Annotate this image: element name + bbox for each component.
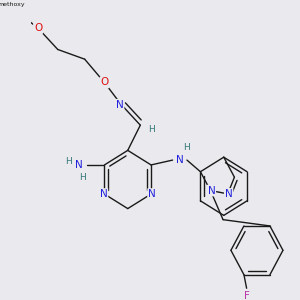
Text: H: H — [80, 173, 86, 182]
Text: H: H — [65, 157, 72, 166]
Text: H: H — [184, 143, 190, 152]
Text: N: N — [116, 100, 124, 110]
Text: H: H — [148, 124, 155, 134]
Text: N: N — [176, 155, 184, 165]
Text: F: F — [244, 291, 250, 300]
Text: N: N — [225, 189, 232, 199]
Text: O: O — [34, 23, 42, 33]
Text: methoxy: methoxy — [0, 2, 25, 8]
Text: N: N — [208, 185, 215, 196]
Text: N: N — [75, 160, 83, 170]
Text: N: N — [100, 189, 107, 199]
Text: N: N — [148, 189, 156, 199]
Text: O: O — [100, 77, 109, 88]
